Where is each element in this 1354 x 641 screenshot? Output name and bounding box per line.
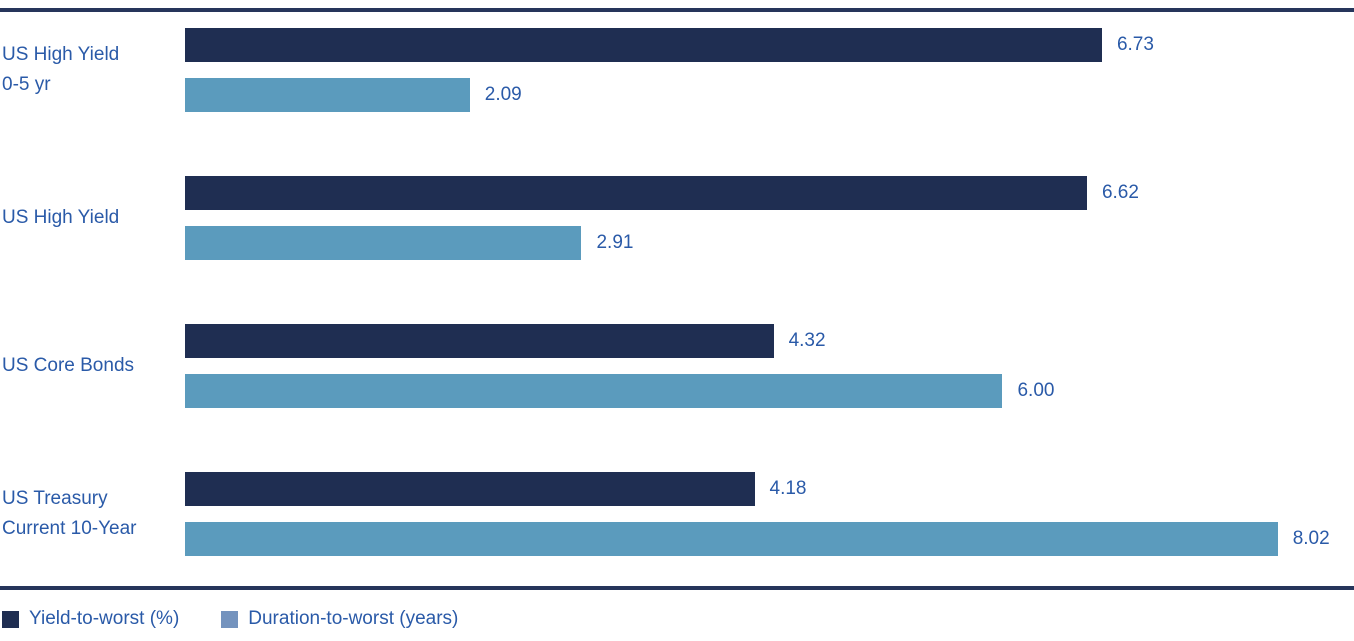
bar-duration-to-worst [185, 522, 1278, 556]
legend-swatch-icon [221, 610, 239, 628]
bar-yield-to-worst [185, 324, 774, 358]
plot-area: US High Yield 0-5 yr 6.73 2.09 US High Yield… [0, 12, 1354, 586]
chart-legend: Yield-to-worst (%) Duration-to-worst (yea… [0, 608, 1354, 630]
bar-value-label: 4.32 [788, 330, 826, 351]
bar-duration-to-worst [185, 78, 470, 112]
bar-yield-to-worst [185, 176, 1087, 210]
bar-yield-to-worst [185, 28, 1102, 62]
bar-yield-to-worst [185, 472, 755, 506]
legend-swatch-icon [2, 610, 19, 628]
bar-value-label: 6.62 [1101, 182, 1139, 203]
bar-pair: 4.18 8.02 [185, 472, 1354, 556]
bar-value-label: 6.00 [1017, 380, 1055, 401]
category-label: US Core Bonds [0, 351, 185, 381]
bar-row: 2.09 [185, 78, 1354, 112]
bar-duration-to-worst [185, 226, 582, 260]
bar-value-label: 6.73 [1116, 34, 1154, 55]
legend-label: Yield-to-worst (%) [29, 608, 180, 629]
bar-pair: 6.62 2.91 [185, 176, 1354, 260]
category-label-line: Current 10-Year [2, 518, 137, 539]
category-label: US Treasury Current 10-Year [0, 484, 185, 545]
top-rule [0, 8, 1354, 12]
bar-row: 4.32 [185, 324, 1354, 358]
category-label-line: US High Yield [2, 206, 120, 228]
bar-group: US High Yield 0-5 yr 6.73 2.09 [0, 28, 1354, 112]
category-label: US High Yield 0-5 yr [0, 40, 185, 101]
bar-row: 2.91 [185, 226, 1354, 260]
bar-value-label: 4.18 [769, 478, 807, 499]
category-label-line: 0-5 yr [2, 74, 51, 95]
legend-item: Duration-to-worst (years) [221, 608, 458, 630]
bar-row: 6.00 [185, 374, 1354, 408]
bar-value-label: 2.09 [484, 84, 522, 105]
bar-row: 8.02 [185, 522, 1354, 556]
bar-group: US Treasury Current 10-Year 4.18 8.02 [0, 472, 1354, 556]
bar-group: US High Yield 6.62 2.91 [0, 176, 1354, 260]
category-label: US High Yield [0, 203, 185, 233]
bar-row: 4.18 [185, 472, 1354, 506]
category-label-line: US Treasury [2, 487, 108, 509]
bar-row: 6.73 [185, 28, 1354, 62]
bar-pair: 6.73 2.09 [185, 28, 1354, 112]
bar-value-label: 8.02 [1292, 528, 1330, 549]
bar-pair: 4.32 6.00 [185, 324, 1354, 408]
legend-label: Duration-to-worst (years) [248, 608, 459, 629]
category-label-line: US Core Bonds [2, 354, 135, 376]
legend-item: Yield-to-worst (%) [2, 608, 179, 630]
bar-group: US Core Bonds 4.32 6.00 [0, 324, 1354, 408]
bar-row: 6.62 [185, 176, 1354, 210]
bar-value-label: 2.91 [596, 232, 634, 253]
category-label-line: US High Yield [2, 43, 120, 65]
bottom-rule [0, 586, 1354, 590]
bar-duration-to-worst [185, 374, 1003, 408]
